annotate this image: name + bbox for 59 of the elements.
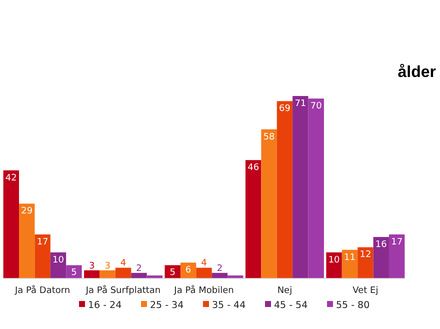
data-label: 3 xyxy=(104,261,110,272)
bar xyxy=(19,204,35,278)
bar xyxy=(276,101,293,278)
legend-label: 16 - 24 xyxy=(88,300,122,311)
bar xyxy=(115,268,132,278)
bar xyxy=(261,129,277,278)
data-label: 17 xyxy=(36,237,48,248)
data-label: 2 xyxy=(216,264,223,274)
x-tick-label: Nej xyxy=(277,286,292,296)
legend-label: 35 - 44 xyxy=(212,300,246,311)
data-label: 71 xyxy=(294,99,306,109)
data-label: 4 xyxy=(201,258,208,269)
data-label: 5 xyxy=(170,268,176,278)
bar xyxy=(180,262,196,278)
data-label: 70 xyxy=(310,102,322,112)
bar xyxy=(228,275,244,278)
bar xyxy=(34,234,50,278)
legend-label: 25 - 34 xyxy=(150,300,184,311)
x-tick-label: Vet Ej xyxy=(352,286,378,296)
data-label: 10 xyxy=(52,255,64,266)
data-label: 29 xyxy=(21,206,33,217)
bar xyxy=(146,275,163,278)
data-label: 2 xyxy=(136,264,142,274)
bar xyxy=(373,236,389,278)
data-label: 10 xyxy=(328,255,340,266)
bar xyxy=(388,234,405,278)
bar xyxy=(3,170,20,278)
data-label: 46 xyxy=(248,163,260,174)
bar xyxy=(100,270,116,278)
bar xyxy=(326,252,342,278)
bar xyxy=(131,272,147,278)
data-label: 11 xyxy=(344,252,356,263)
bar xyxy=(292,96,308,278)
x-tick-label: Ja På Mobilen xyxy=(173,285,234,296)
data-label: 42 xyxy=(5,173,17,184)
data-label: 6 xyxy=(185,266,192,276)
data-label: 16 xyxy=(375,240,388,250)
chart-title: ålder xyxy=(398,63,436,81)
x-tick-label: Ja På Datorn xyxy=(14,285,70,296)
data-label: 4 xyxy=(120,258,126,269)
legend-label: 55 - 80 xyxy=(336,300,370,311)
bar xyxy=(50,252,66,278)
legend-label: 45 - 54 xyxy=(274,300,308,311)
data-label: 3 xyxy=(89,261,95,272)
data-label: 12 xyxy=(360,250,372,260)
bar xyxy=(212,272,228,278)
x-tick-label: Ja På Surfplattan xyxy=(84,285,161,296)
bar xyxy=(66,265,82,278)
data-label: 17 xyxy=(391,237,403,248)
bar xyxy=(84,270,100,278)
data-label: 5 xyxy=(71,268,77,278)
data-label: 69 xyxy=(278,104,291,114)
bar xyxy=(358,247,374,278)
data-label: 58 xyxy=(263,132,276,142)
bar xyxy=(308,98,324,278)
bar xyxy=(164,265,180,278)
bar xyxy=(245,160,262,278)
bar xyxy=(342,250,358,278)
bar xyxy=(196,268,212,278)
